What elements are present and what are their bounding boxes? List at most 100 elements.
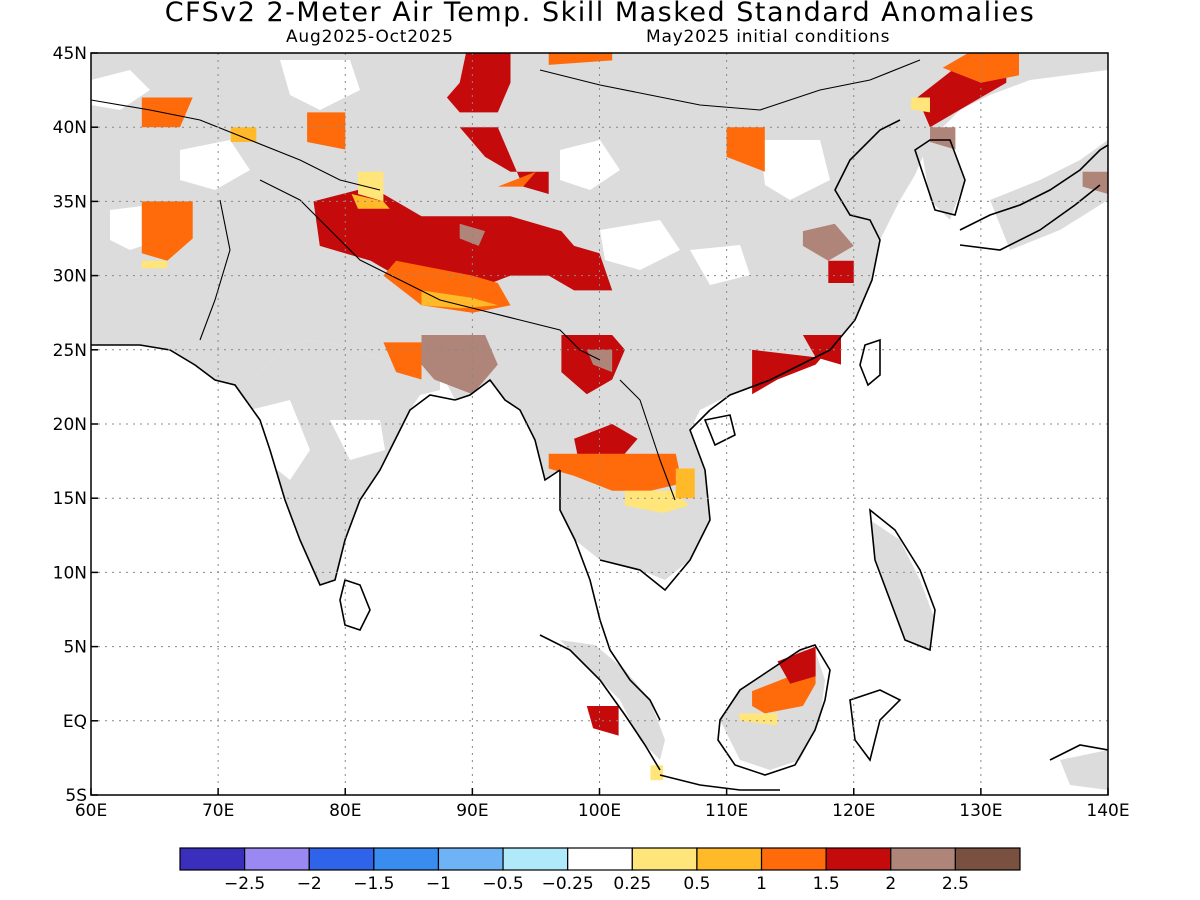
anomaly-region-manchuria-brown [930,127,956,150]
hainan [703,414,736,447]
colorbar-label: 2 [885,874,896,894]
colorbar-label: −1.5 [353,874,394,894]
sulawesi-coast [849,689,902,762]
japan-land [990,140,1108,250]
lat-tick-label: EQ [63,712,87,732]
colorbar-swatch [954,847,1021,871]
colorbar-swatch [567,847,633,871]
gulf-of-thailand [599,409,711,592]
colorbar-label: −2 [297,874,322,894]
country-borders-2 [91,99,381,191]
axis-ticks: 60E 70E 80E 90E 100E 110E 120E 130E 140E 45N 40N 35… [53,44,1130,821]
anomaly-region-central-asia-3 [307,112,346,150]
colorbar-label: 1.5 [813,874,840,894]
colorbar-swatch [179,847,246,871]
taiwan [859,338,881,387]
lon-tick-label: 70E [202,801,234,821]
lat-tick-label: 15N [53,489,87,509]
anomaly-region-china-east-brown [802,223,854,261]
period-subtitle: Aug2025-Oct2025 [286,27,454,47]
sumatra-coast [539,634,661,771]
colorbar-label: −0.5 [482,874,523,894]
anomaly-region-tibet-south-inner [421,290,498,309]
anomaly-region-borneo-red [777,646,816,684]
colorbar-label: 2.5 [942,874,969,894]
colorbar-swatch [890,847,956,871]
anomaly-region-yunnan-brown [586,349,613,373]
colorbar: −2.5 −2 −1.5 −1 −0.5 −0.25 0.25 0.5 1 1.5 2 2.5 [179,847,1021,894]
colorbar-swatch [760,847,827,871]
anomaly-region-mongolia-strip [446,53,511,113]
lon-tick-label: 120E [832,801,875,821]
anomaly-layer [141,53,1108,781]
india-coast [91,344,456,586]
lon-tick-label: 60E [75,801,107,821]
lon-tick-label: 110E [705,801,748,821]
colorbar-swatch [437,847,504,871]
lon-tick-label: 140E [1086,801,1129,821]
unmasked-holes [91,60,1060,670]
colorbar-label: −0.25 [542,874,594,894]
anomaly-region-china-north-small [726,127,765,172]
philippines-coast [869,508,936,652]
anomaly-region-manchuria-yellow [911,97,930,113]
new-guinea-coast [1049,744,1108,761]
lat-tick-label: 35N [53,192,87,212]
anomaly-region-japan-north-brown [1082,171,1108,194]
lat-tick-label: 25N [53,341,87,361]
japan-coast [959,144,1108,231]
anomaly-region-central-asia-2 [230,127,257,142]
country-borders-1 [259,179,601,361]
anomaly-region-pakistan-west-yellow [141,260,168,269]
anomaly-region-indochina-band [548,453,683,491]
lat-tick-label: 45N [53,44,87,64]
colorbar-swatch [308,847,375,871]
new-guinea-land [1060,750,1108,790]
colorbar-label: 0.25 [613,874,651,894]
colorbar-swatch [502,847,569,871]
lat-tick-label: 40N [53,118,87,138]
bay-of-bengal-coast [454,378,561,482]
colorbar-swatch [825,847,892,871]
lat-tick-label: 5N [63,638,87,658]
lat-tick-label: 20N [53,415,87,435]
colorbar-label: 0.5 [683,874,710,894]
anomaly-region-sumatra-south-yellow [650,765,664,781]
lat-tick-label: 10N [53,563,87,583]
initial-conditions-subtitle: May2025 initial conditions [646,27,891,47]
country-borders-4 [539,59,921,111]
colorbar-swatch [373,847,440,871]
borneo-coast [717,644,831,776]
anomaly-region-china-east-red [828,260,854,283]
anomaly-region-tibet-brown [459,223,486,246]
lon-tick-label: 130E [959,801,1002,821]
korea-coast [914,139,966,216]
anomaly-region-borneo [752,646,816,714]
java-coast [659,774,780,791]
sumatra-land [560,640,665,760]
colorbar-label: −2.5 [224,874,265,894]
anomaly-region-borneo-yellow [739,713,778,726]
anomaly-region-pakistan-west [141,201,193,261]
anomaly-region-mongolia-top [548,53,613,65]
sri-lanka [339,578,371,631]
anomaly-region-tarim-north-inner [497,171,536,187]
lon-tick-label: 80E [329,801,361,821]
philippines-land [870,520,935,650]
map-title: CFSv2 2-Meter Air Temp. Skill Masked Sta… [164,0,1036,28]
lat-tick-label: 5S [65,786,87,806]
anomaly-region-tibet-south [383,260,511,313]
colorbar-swatch [244,847,310,871]
country-borders-5 [619,379,676,501]
country-borders-3 [199,199,231,341]
colorbar-label: −1 [426,874,451,894]
anomaly-region-indochina-yellow [624,490,689,513]
graticule [91,53,1108,795]
anomaly-region-central-asia-1 [141,97,193,128]
colorbar-swatch [631,847,698,871]
lon-tick-label: 100E [578,801,621,821]
japan-coast-south [959,184,1101,251]
anomaly-region-china-southeast [752,335,841,395]
anomaly-region-tibet-west-orange [351,194,390,209]
